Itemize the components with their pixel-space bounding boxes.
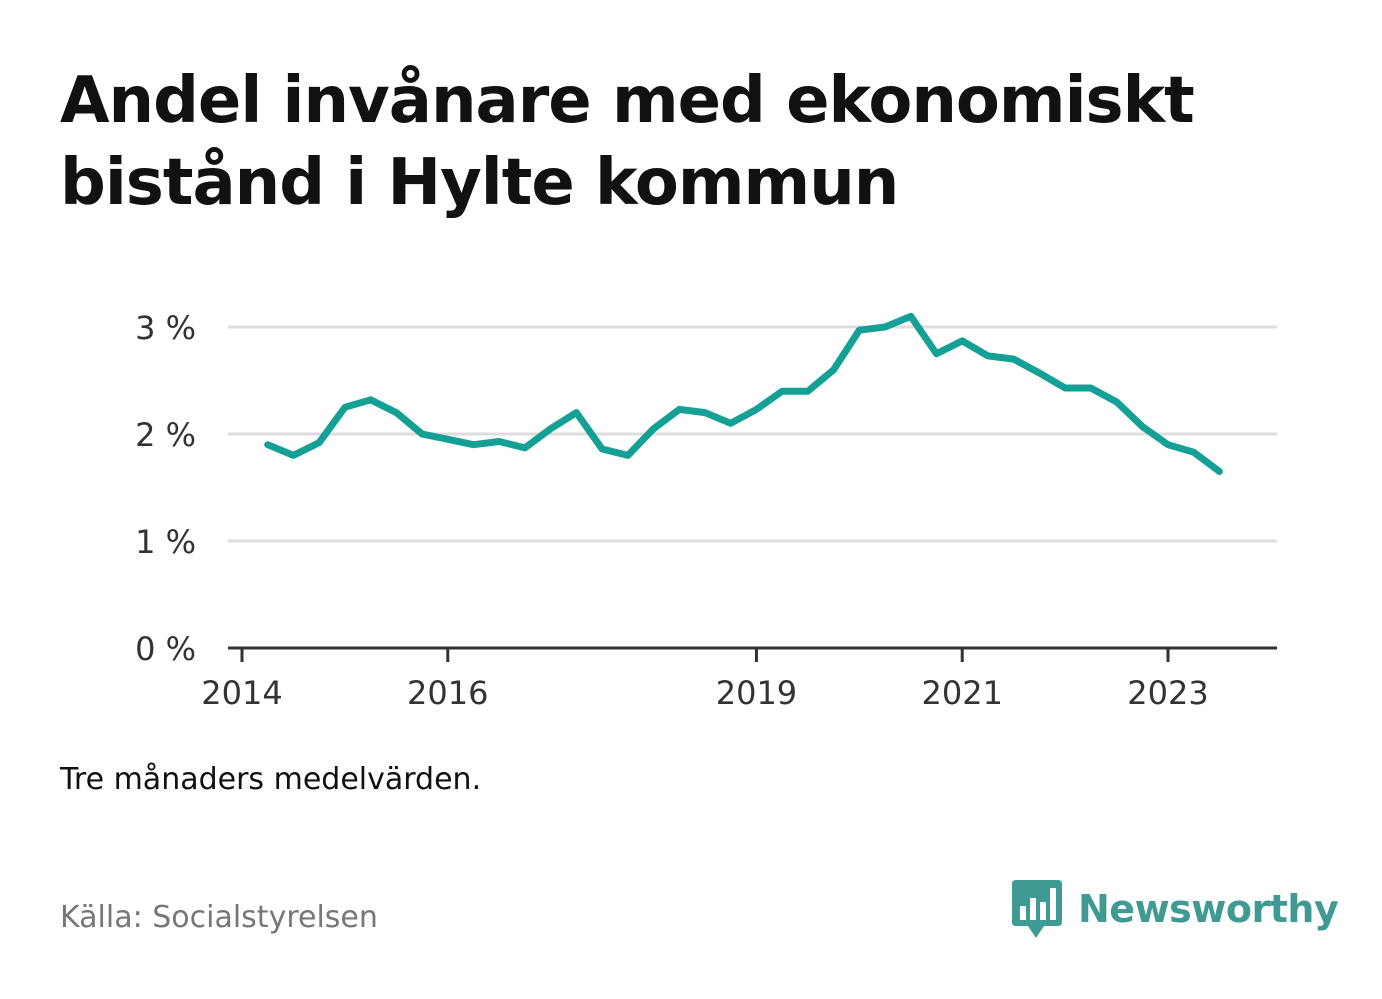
x-tick-label: 2021: [922, 674, 1003, 712]
brand-name: Newsworthy: [1078, 887, 1339, 931]
x-tick-label: 2016: [407, 674, 488, 712]
line-chart: 0 % 1 % 2 % 3 % 2014 2016 2019 2021 2023: [135, 309, 1277, 712]
y-tick-label: 1 %: [135, 523, 196, 561]
chart-title: Andel invånare med ekonomiskt bistånd i …: [60, 64, 1195, 220]
x-axis: 2014 2016 2019 2021 2023: [201, 646, 1277, 712]
gridlines: [228, 325, 1277, 543]
series-line-layer: [264, 312, 1223, 475]
brand-logo: Newsworthy: [1010, 878, 1339, 940]
x-tick-label: 2019: [716, 674, 797, 712]
bar-chart-speech-bubble-icon: [1012, 880, 1062, 938]
chart-note: Tre månaders medelvärden.: [60, 762, 482, 797]
x-tick-label: 2014: [201, 674, 282, 712]
source-credit: Källa: Socialstyrelsen: [60, 900, 378, 935]
y-tick-label: 2 %: [135, 416, 196, 454]
series-line: [264, 312, 1223, 475]
y-tick-label: 3 %: [135, 309, 196, 347]
x-tick-label: 2023: [1127, 674, 1208, 712]
y-tick-label: 0 %: [135, 630, 196, 668]
y-axis-ticks: 0 % 1 % 2 % 3 %: [135, 309, 196, 668]
